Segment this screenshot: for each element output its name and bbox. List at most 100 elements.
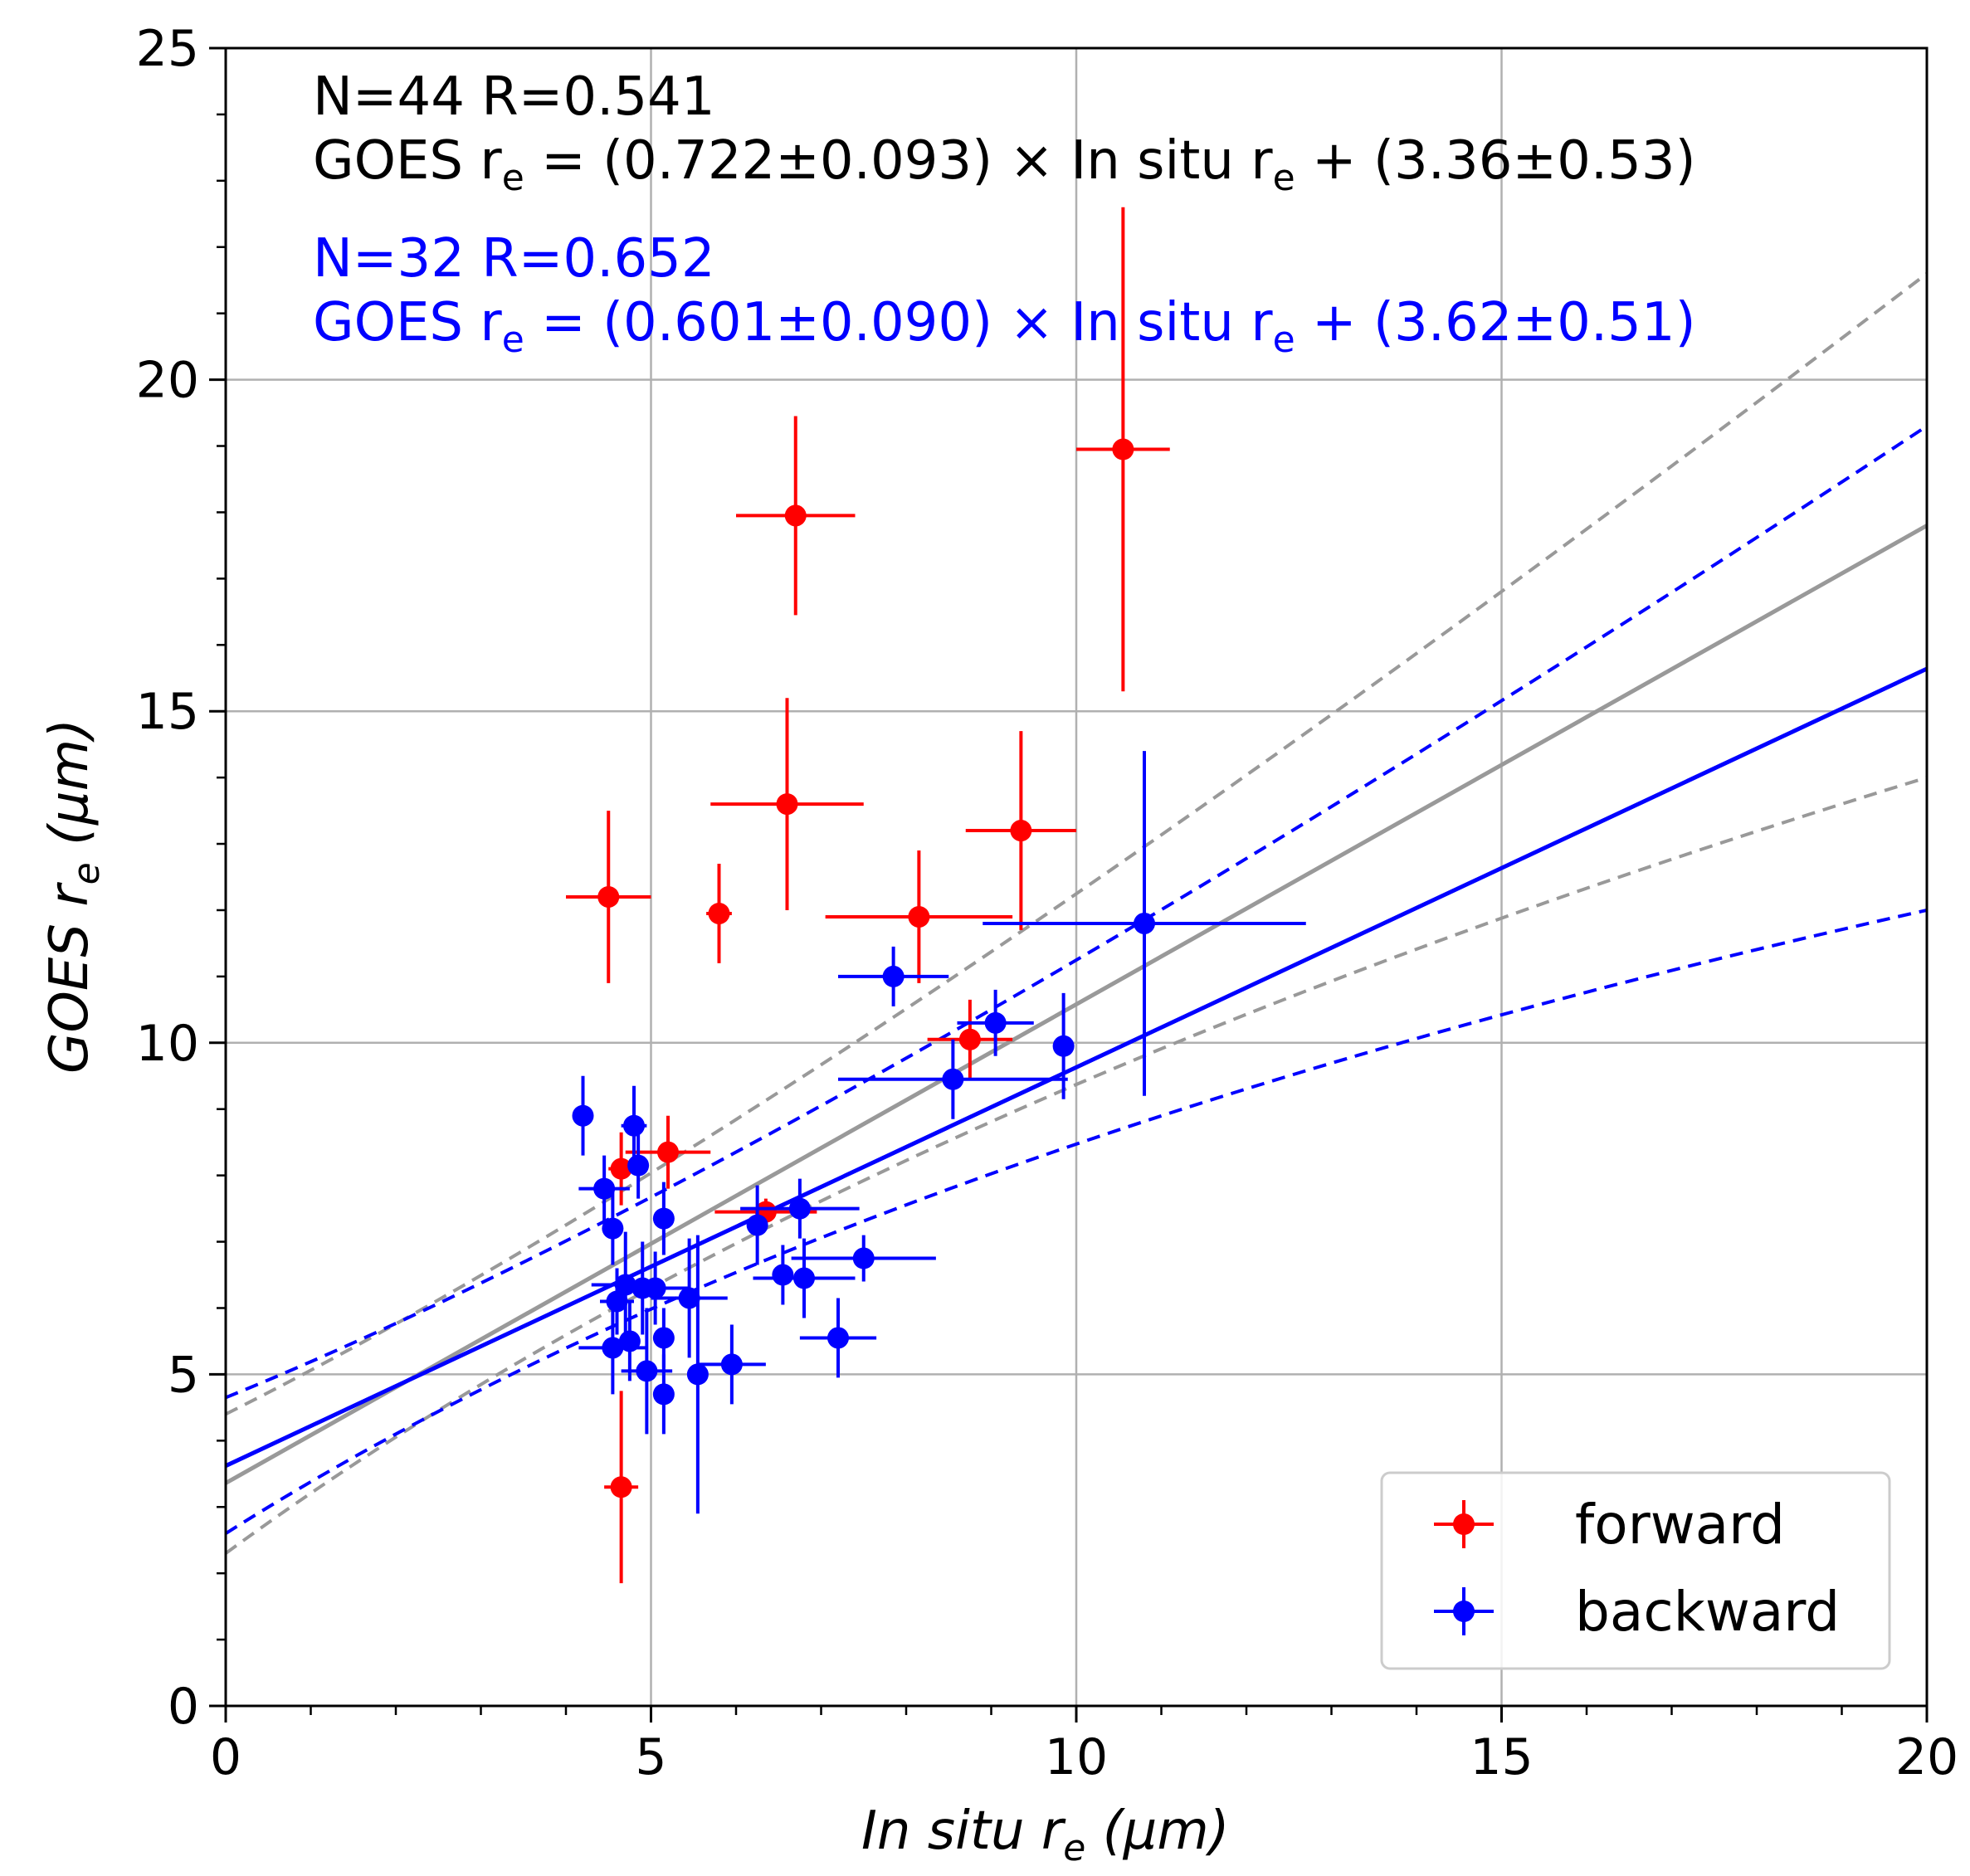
point-backward (578, 1301, 647, 1395)
marker (784, 504, 807, 527)
point-backward (621, 1251, 690, 1325)
forward-stats: N=44 R=0.541 (313, 66, 715, 128)
marker (652, 1327, 675, 1349)
marker (708, 902, 730, 924)
backward-eq-sub2: e (1273, 319, 1295, 361)
legend: forward backward (1380, 1471, 1891, 1670)
legend-box (1380, 1471, 1891, 1670)
point-backward (838, 1039, 1068, 1119)
data-points (566, 207, 1306, 1584)
confidence-lower-forward (226, 776, 1927, 1555)
marker (793, 1267, 815, 1289)
marker (623, 1114, 645, 1137)
marker (1010, 820, 1032, 842)
marker (1134, 912, 1155, 934)
point-backward (651, 1238, 728, 1358)
backward-eq-sub1: e (502, 319, 524, 361)
marker (572, 1104, 594, 1127)
marker (627, 1154, 650, 1177)
backward-stats: N=32 R=0.652 (313, 228, 715, 290)
legend-label-forward: forward (1575, 1493, 1785, 1557)
point-backward (772, 1245, 794, 1305)
marker (958, 1028, 981, 1050)
point-backward (983, 751, 1306, 1096)
point-backward (621, 1085, 647, 1166)
marker (652, 1207, 675, 1230)
point-backward (791, 1235, 936, 1282)
marker (776, 793, 798, 816)
x-axis-label: In situ re (μm) (861, 1800, 1230, 1869)
x-tick-label: 0 (210, 1728, 241, 1786)
x-tick-label: 15 (1470, 1728, 1533, 1786)
marker (644, 1277, 666, 1299)
marker (606, 1290, 628, 1313)
point-backward (746, 1185, 768, 1265)
fit-lines (226, 272, 1927, 1555)
legend-label-backward: backward (1575, 1580, 1840, 1644)
forward-eq-suffix: + (3.36±0.53) (1295, 130, 1696, 192)
marker (602, 1217, 624, 1240)
marker (908, 905, 930, 928)
marker (686, 1363, 709, 1386)
point-backward (838, 946, 949, 1006)
forward-eq-sub2: e (1273, 157, 1295, 199)
point-backward (652, 1354, 675, 1435)
marker (882, 965, 905, 987)
point-backward (686, 1235, 709, 1514)
point-forward (825, 850, 1013, 983)
fit-line-backward (226, 666, 1927, 1468)
y-axis-label: GOES re (μm) (39, 719, 108, 1074)
marker (593, 1177, 616, 1200)
y-tick-label: 15 (136, 683, 199, 741)
point-forward (965, 731, 1076, 930)
legend-marker-backward (1434, 1587, 1494, 1635)
forward-eq-middle: = (0.722±0.093) × In situ r (524, 130, 1274, 192)
point-forward (566, 811, 651, 983)
y-tick-label: 25 (136, 20, 199, 78)
marker (788, 1197, 811, 1220)
point-backward (740, 1178, 860, 1239)
fit-line-forward (226, 524, 1927, 1485)
point-backward (753, 1238, 856, 1318)
legend-marker-forward (1434, 1500, 1494, 1548)
marker (852, 1247, 875, 1269)
marker (827, 1327, 849, 1349)
confidence-upper-backward (226, 424, 1927, 1400)
marker (657, 1141, 679, 1163)
point-backward (602, 1191, 624, 1265)
point-backward (578, 1155, 630, 1222)
backward-eq-middle: = (0.601±0.090) × In situ r (524, 292, 1274, 353)
point-forward (710, 698, 864, 910)
marker (746, 1214, 768, 1236)
point-backward (1052, 992, 1075, 1099)
point-backward (627, 1132, 650, 1199)
x-tick-label: 10 (1045, 1728, 1108, 1786)
point-backward (591, 1231, 660, 1338)
x-tick-label: 5 (635, 1728, 666, 1786)
backward-eq-prefix: GOES r (313, 292, 502, 353)
marker (610, 1476, 632, 1498)
y-tick-label: 0 (168, 1678, 199, 1736)
marker (942, 1068, 964, 1090)
x-tick-label: 20 (1895, 1728, 1958, 1786)
axes (209, 46, 1929, 1723)
marker (610, 1157, 632, 1180)
point-backward (957, 989, 1034, 1056)
marker (1112, 438, 1134, 460)
point-backward (572, 1075, 594, 1156)
confidence-lower-backward (226, 909, 1927, 1535)
point-backward (697, 1324, 766, 1405)
marker (614, 1274, 636, 1296)
backward-eq-suffix: + (3.62±0.51) (1295, 292, 1696, 353)
point-forward (927, 999, 1013, 1079)
point-backward (799, 1298, 877, 1378)
marker (1052, 1035, 1075, 1057)
marker (636, 1360, 658, 1382)
forward-eq-prefix: GOES r (313, 130, 502, 192)
tick-labels: 0 5 10 15 20 0 5 10 15 20 25 (136, 20, 1959, 1786)
forward-eq-sub1: e (502, 157, 524, 199)
backward-equation: GOES re = (0.601±0.090) × In situ re + (… (313, 292, 1696, 361)
point-backward (652, 1182, 675, 1255)
